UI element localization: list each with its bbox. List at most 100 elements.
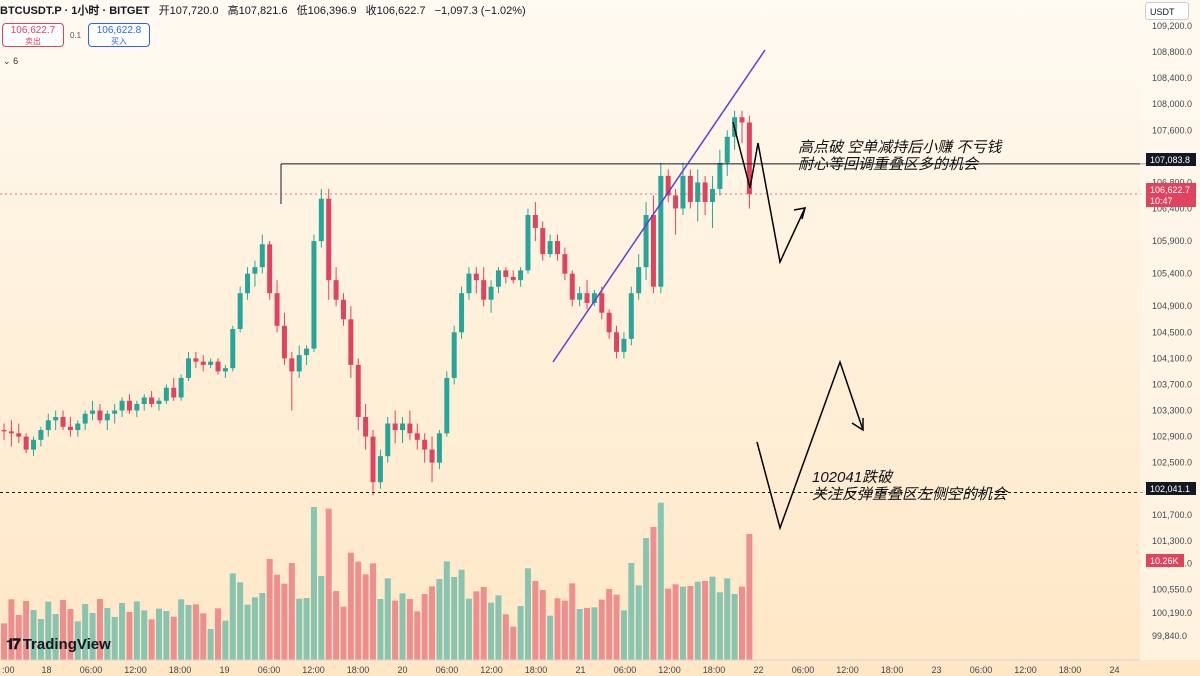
candle-body	[481, 280, 487, 300]
volume-bar	[310, 507, 317, 660]
volume-bar	[178, 599, 185, 660]
volume-bar	[52, 614, 59, 660]
volume-bar	[495, 595, 502, 660]
volume-bar	[111, 617, 118, 660]
candle-body	[680, 175, 686, 209]
candle-body	[569, 273, 575, 300]
candle-body	[606, 312, 612, 333]
volume-bar	[547, 615, 554, 660]
candle-body	[525, 214, 531, 271]
currency-select[interactable]: USDT	[1145, 2, 1189, 20]
candle-body	[267, 244, 273, 294]
volume-bar	[259, 593, 266, 660]
candle-body	[31, 439, 37, 450]
candle	[245, 267, 251, 300]
buy-label: 买入	[111, 37, 127, 46]
candle	[673, 188, 679, 235]
candle-body	[119, 400, 125, 411]
x-tick-label: 06:00	[970, 665, 993, 675]
candle-body	[547, 241, 553, 255]
candle-body	[16, 433, 22, 437]
volume-bar	[694, 581, 701, 660]
candle-body	[45, 420, 51, 431]
trendline[interactable]	[552, 49, 766, 363]
low-label: 低	[296, 5, 308, 17]
y-tick-label: 101,300.0	[1152, 536, 1192, 546]
price-axis: 109,200.0 108,800.0 108,400.0 108,000.0 107,…	[1152, 21, 1192, 641]
candle-body	[614, 332, 620, 352]
candle	[200, 355, 206, 372]
y-tick-label: 105,900.0	[1152, 236, 1192, 246]
x-tick-label: 12:00	[836, 665, 859, 675]
candle	[429, 436, 435, 483]
candle-body	[377, 456, 383, 483]
candle-body	[407, 423, 413, 434]
candle	[215, 358, 221, 375]
sell-button[interactable]: 106,622.7 卖出	[2, 23, 64, 47]
candle-body	[141, 397, 147, 404]
symbol-title[interactable]: BTCUSDT.P · 1小时 · BITGET	[0, 5, 150, 17]
sell-label: 卖出	[25, 37, 41, 46]
volume-bar	[687, 586, 694, 660]
annotation-lower-line1: 102041跌破	[812, 469, 894, 486]
candle-body	[97, 410, 103, 421]
x-tick-label: :00	[2, 665, 15, 675]
candle	[252, 260, 258, 287]
volume-bar	[251, 597, 258, 660]
candle-body	[289, 358, 295, 372]
candle-body	[510, 276, 516, 281]
candle-body	[436, 433, 442, 463]
candle-body	[274, 293, 280, 326]
high-value: 107,821.6	[238, 5, 288, 17]
x-tick-label: 21	[575, 665, 585, 675]
volume-bar	[266, 559, 273, 660]
candle	[193, 351, 199, 369]
candle-body	[259, 244, 265, 268]
volume-bar	[377, 599, 384, 660]
volume-bar	[539, 590, 546, 660]
volume-bar	[731, 594, 738, 660]
candle-body	[599, 293, 605, 313]
volume-bar	[141, 610, 148, 660]
chevron-down-icon: ⌄	[3, 56, 11, 66]
volume-bar	[517, 606, 524, 660]
volume-bar	[362, 574, 369, 660]
candle	[304, 345, 310, 365]
indicator-toggle[interactable]: ⌄ 6	[3, 56, 18, 67]
volume-bar	[155, 608, 162, 660]
x-tick-label: 18	[41, 665, 51, 675]
candle-body	[134, 403, 140, 411]
candle-body	[90, 410, 96, 414]
volume-bar	[473, 591, 480, 660]
candle	[532, 201, 538, 242]
buy-button[interactable]: 106,622.8 买入	[88, 23, 150, 47]
candle	[562, 247, 568, 281]
candle	[289, 351, 295, 411]
candle-body	[149, 397, 155, 404]
candle-body	[392, 423, 398, 431]
y-tick-label: 103,700.0	[1152, 379, 1192, 389]
candle-body	[636, 267, 642, 294]
price-axis-bg[interactable]	[1140, 0, 1200, 660]
volume-bar	[222, 620, 229, 660]
candle-body	[385, 423, 391, 457]
volume-bar	[465, 598, 472, 660]
candle	[82, 410, 88, 431]
candle-body	[555, 241, 560, 255]
candle	[186, 351, 191, 382]
candle-body	[363, 417, 369, 437]
volume-bar	[119, 603, 126, 660]
candle-body	[473, 273, 479, 281]
volume-bar	[554, 598, 561, 660]
candle-body	[370, 436, 376, 483]
candle-body	[171, 387, 177, 398]
x-tick-label: 12:00	[302, 665, 325, 675]
volume-bar	[23, 601, 30, 660]
annotation-lower: 102041跌破 关注反弹重叠区左侧空的机会	[812, 469, 1009, 503]
y-tick-label: 107,600.0	[1152, 125, 1192, 135]
candle-body	[67, 426, 73, 431]
candle	[650, 195, 656, 294]
volume-bar	[244, 604, 251, 660]
candle-body	[60, 417, 66, 427]
